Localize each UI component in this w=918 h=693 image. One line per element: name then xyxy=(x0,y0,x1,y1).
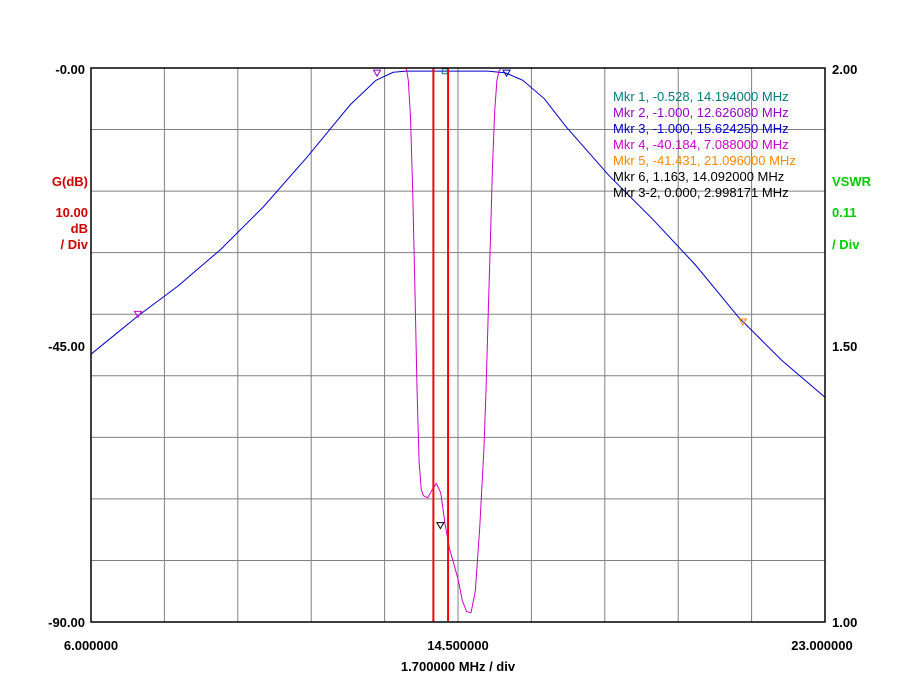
series-line-2 xyxy=(405,67,504,614)
left-scale-unit: dB xyxy=(71,221,88,236)
marker-lines xyxy=(432,68,450,622)
right-mid-label: 1.50 xyxy=(832,339,857,354)
x-center-label: 14.500000 xyxy=(427,638,488,653)
left-scale-value: 10.00 xyxy=(55,205,88,220)
series-line-1 xyxy=(90,70,826,398)
right-bottom-label: 1.00 xyxy=(832,615,857,630)
grid xyxy=(91,68,825,622)
right-top-label: 2.00 xyxy=(832,62,857,77)
x-start-label: 6.000000 xyxy=(64,638,118,653)
marker-readout-1: Mkr 1, -0.528, 14.194000 MHz xyxy=(613,89,789,104)
marker-symbol-2 xyxy=(372,69,382,78)
right-axis-title: VSWR xyxy=(832,174,872,189)
marker-symbol-5 xyxy=(738,318,748,327)
marker-symbol-3 xyxy=(502,69,511,78)
marker-readout-7: Mkr 3-2, 0.000, 2.998171 MHz xyxy=(613,185,789,200)
marker-readout-2: Mkr 2, -1.000, 12.626080 MHz xyxy=(613,105,789,120)
left-bottom-label: -90.00 xyxy=(48,615,85,630)
right-scale-value: 0.11 xyxy=(832,205,857,220)
x-stop-label: 23.000000 xyxy=(791,638,852,653)
marker-symbols xyxy=(133,68,748,530)
marker-symbol-6 xyxy=(436,522,445,530)
traces xyxy=(90,67,826,614)
left-axis-title: G(dB) xyxy=(52,174,88,189)
left-scale-per: / Div xyxy=(61,237,89,252)
marker-symbol-4 xyxy=(133,310,143,319)
plot-border xyxy=(90,67,826,623)
right-scale-per: / Div xyxy=(832,237,860,252)
marker-readout-3: Mkr 3, -1.000, 15.624250 MHz xyxy=(613,121,789,136)
marker-readout-4: Mkr 4, -40.184, 7.088000 MHz xyxy=(613,137,789,152)
left-top-label: -0.00 xyxy=(55,62,85,77)
marker-readout-6: Mkr 6, 1.163, 14.092000 MHz xyxy=(613,169,784,184)
marker-symbol-1 xyxy=(441,68,448,75)
x-scale-label: 1.700000 MHz / div xyxy=(401,659,516,674)
left-mid-label: -45.00 xyxy=(48,339,85,354)
marker-readout-5: Mkr 5, -41.431, 21.096000 MHz xyxy=(613,153,796,168)
